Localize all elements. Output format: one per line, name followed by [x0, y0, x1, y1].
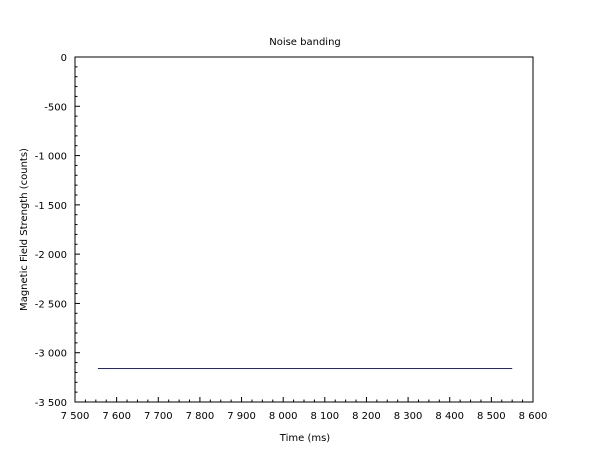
y-tick-label: -1 500 [35, 201, 67, 212]
x-tick-label: 7 800 [186, 411, 215, 422]
x-tick-label: 8 200 [352, 411, 381, 422]
y-tick-label: -500 [44, 102, 67, 113]
y-tick-label: -2 500 [35, 299, 67, 310]
x-tick-label: 7 500 [61, 411, 90, 422]
x-tick-label: 7 600 [102, 411, 131, 422]
x-tick-label: 8 300 [394, 411, 423, 422]
x-tick-label: 7 700 [144, 411, 173, 422]
x-axis: 7 500 7 600 7 700 7 800 7 900 8 000 8 100 8 200… [61, 397, 548, 422]
y-axis-label: Magnetic Field Strength (counts) [19, 148, 30, 311]
y-tick-label: -3 500 [35, 398, 67, 409]
x-tick-label: 8 600 [519, 411, 548, 422]
x-tick-label: 8 500 [477, 411, 506, 422]
y-tick-label: -3 000 [35, 349, 67, 360]
x-tick-label: 8 100 [310, 411, 339, 422]
y-tick-label: -1 000 [35, 152, 67, 163]
x-tick-label: 8 400 [435, 411, 464, 422]
y-tick-label: 0 [61, 53, 67, 64]
y-axis: 0 -500 -1 000 -1 500 -2 000 -2 500 -3 000 -3 50… [35, 53, 80, 409]
x-tick-label: 7 900 [227, 411, 256, 422]
chart-title: Noise banding [269, 37, 341, 48]
plot-frame [74, 56, 534, 403]
x-tick-label: 8 000 [269, 411, 298, 422]
y-tick-label: -2 000 [35, 250, 67, 261]
x-axis-label: Time (ms) [279, 433, 331, 444]
